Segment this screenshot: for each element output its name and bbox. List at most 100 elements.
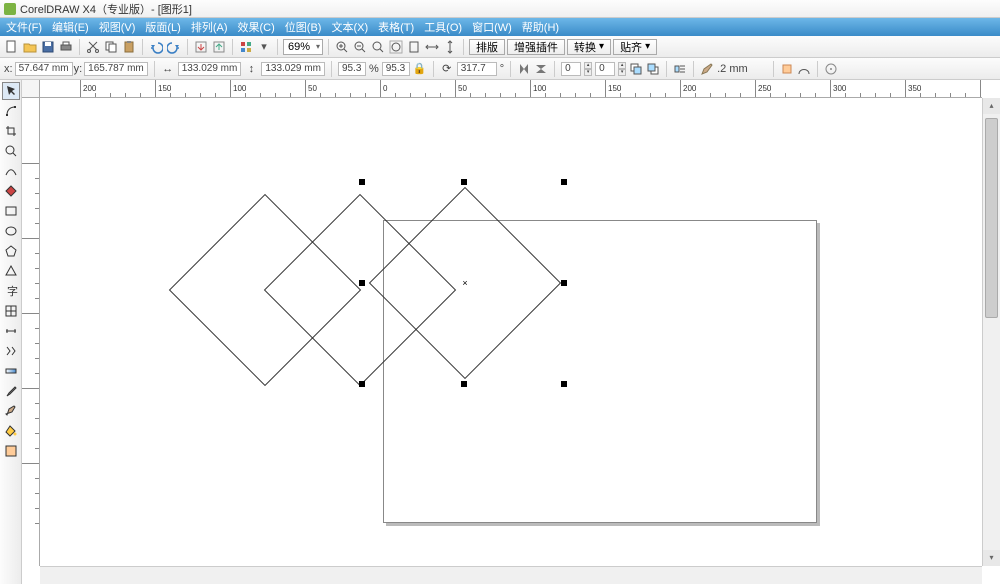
smart-fill-tool[interactable] xyxy=(2,182,20,200)
menubar[interactable]: 文件(F) 编辑(E) 视图(V) 版面(L) 排列(A) 效果(C) 位图(B… xyxy=(0,18,1000,36)
rotation-input[interactable]: 317.7 xyxy=(457,62,497,76)
order-back-icon[interactable] xyxy=(646,62,660,76)
height-input[interactable]: 133.029 mm xyxy=(261,62,325,76)
snap-button[interactable]: 贴齐▾ xyxy=(613,39,657,55)
selection-handle[interactable] xyxy=(461,179,467,185)
undo-icon[interactable] xyxy=(148,39,164,55)
to-front-icon[interactable] xyxy=(780,62,794,76)
spinner[interactable]: ▴▾ xyxy=(618,62,626,76)
scrollbar-horizontal[interactable] xyxy=(40,566,982,584)
menu-window[interactable]: 窗口(W) xyxy=(472,19,512,35)
redo-icon[interactable] xyxy=(166,39,182,55)
welcome-icon[interactable]: ▾ xyxy=(256,39,272,55)
export-icon[interactable] xyxy=(211,39,227,55)
scrollbar-vertical[interactable]: ▴ ▾ xyxy=(982,98,1000,566)
crop-tool[interactable] xyxy=(2,122,20,140)
pick-tool[interactable] xyxy=(2,82,20,100)
ruler-corner xyxy=(22,80,40,98)
canvas[interactable]: × xyxy=(40,98,982,566)
degree-label: ° xyxy=(500,63,504,75)
scale-y-input[interactable]: 95.3 xyxy=(382,62,410,76)
menu-tools[interactable]: 工具(O) xyxy=(424,19,462,35)
polygon-tool[interactable] xyxy=(2,242,20,260)
width-input[interactable]: 133.029 mm xyxy=(178,62,242,76)
zoom-width-icon[interactable] xyxy=(424,39,440,55)
new-icon[interactable] xyxy=(4,39,20,55)
dimension-tool[interactable] xyxy=(2,322,20,340)
table-tool[interactable] xyxy=(2,302,20,320)
menu-help[interactable]: 帮助(H) xyxy=(522,19,559,35)
zoom-all-icon[interactable] xyxy=(388,39,404,55)
menu-layout[interactable]: 版面(L) xyxy=(145,19,180,35)
import-icon[interactable] xyxy=(193,39,209,55)
selection-handle[interactable] xyxy=(561,280,567,286)
print-icon[interactable] xyxy=(58,39,74,55)
separator xyxy=(232,39,233,55)
selection-handle[interactable] xyxy=(359,280,365,286)
nudge-a-input[interactable]: 0 xyxy=(561,62,581,76)
pos-x-input[interactable]: 57.647 mm xyxy=(15,62,73,76)
open-icon[interactable] xyxy=(22,39,38,55)
paste-icon[interactable] xyxy=(121,39,137,55)
eyedropper-tool[interactable] xyxy=(2,382,20,400)
scroll-down-icon[interactable]: ▾ xyxy=(983,550,1000,566)
interactive-fill-tool[interactable] xyxy=(2,442,20,460)
scroll-thumb[interactable] xyxy=(985,118,998,318)
rectangle-tool[interactable] xyxy=(2,202,20,220)
zoom-page-icon[interactable] xyxy=(406,39,422,55)
selection-center-icon[interactable]: × xyxy=(462,278,467,288)
selection-handle[interactable] xyxy=(461,381,467,387)
selection-handle[interactable] xyxy=(359,381,365,387)
wrap-text-icon[interactable] xyxy=(673,62,687,76)
target-icon[interactable] xyxy=(824,62,838,76)
selection-handle[interactable] xyxy=(359,179,365,185)
pos-y-input[interactable]: 165.787 mm xyxy=(84,62,148,76)
save-icon[interactable] xyxy=(40,39,56,55)
lock-ratio-icon[interactable]: 🔒 xyxy=(413,62,427,76)
ruler-horizontal[interactable]: 20015010050050100150200250300350400 xyxy=(40,80,982,98)
selection-handle[interactable] xyxy=(561,179,567,185)
menu-view[interactable]: 视图(V) xyxy=(99,19,136,35)
convert-curves-icon[interactable] xyxy=(797,62,811,76)
ellipse-tool[interactable] xyxy=(2,222,20,240)
ruler-vertical[interactable]: 25020015010050 xyxy=(22,98,40,566)
menu-effects[interactable]: 效果(C) xyxy=(238,19,275,35)
outline-tool[interactable] xyxy=(2,402,20,420)
spinner[interactable]: ▴▾ xyxy=(584,62,592,76)
menu-bitmap[interactable]: 位图(B) xyxy=(285,19,322,35)
shape-tool[interactable] xyxy=(2,102,20,120)
connector-tool[interactable] xyxy=(2,342,20,360)
menu-arrange[interactable]: 排列(A) xyxy=(191,19,228,35)
basic-shapes-tool[interactable] xyxy=(2,262,20,280)
mirror-h-icon[interactable] xyxy=(517,62,531,76)
app-launcher-icon[interactable] xyxy=(238,39,254,55)
typeset-button[interactable]: 排版 xyxy=(469,39,505,55)
zoom-combo[interactable]: 69% xyxy=(283,39,323,55)
zoom-height-icon[interactable] xyxy=(442,39,458,55)
order-front-icon[interactable] xyxy=(629,62,643,76)
zoom-selection-icon[interactable] xyxy=(370,39,386,55)
nudge-b-input[interactable]: 0 xyxy=(595,62,615,76)
separator xyxy=(154,61,155,77)
zoom-tool[interactable] xyxy=(2,142,20,160)
menu-edit[interactable]: 编辑(E) xyxy=(52,19,89,35)
copy-icon[interactable] xyxy=(103,39,119,55)
plugin-button[interactable]: 增强插件 xyxy=(507,39,565,55)
interactive-tool[interactable] xyxy=(2,362,20,380)
text-tool[interactable]: 字 xyxy=(2,282,20,300)
fill-tool[interactable] xyxy=(2,422,20,440)
scroll-up-icon[interactable]: ▴ xyxy=(983,98,1000,114)
selection-handle[interactable] xyxy=(561,381,567,387)
zoom-in-icon[interactable] xyxy=(334,39,350,55)
freehand-tool[interactable] xyxy=(2,162,20,180)
menu-file[interactable]: 文件(F) xyxy=(6,19,42,35)
scale-x-input[interactable]: 95.3 xyxy=(338,62,366,76)
menu-table[interactable]: 表格(T) xyxy=(378,19,414,35)
outline-width-combo[interactable]: .2 mm xyxy=(717,63,767,75)
cut-icon[interactable] xyxy=(85,39,101,55)
menu-text[interactable]: 文本(X) xyxy=(331,19,368,35)
convert-button[interactable]: 转换▾ xyxy=(567,39,611,55)
zoom-out-icon[interactable] xyxy=(352,39,368,55)
mirror-v-icon[interactable] xyxy=(534,62,548,76)
separator xyxy=(331,61,332,77)
